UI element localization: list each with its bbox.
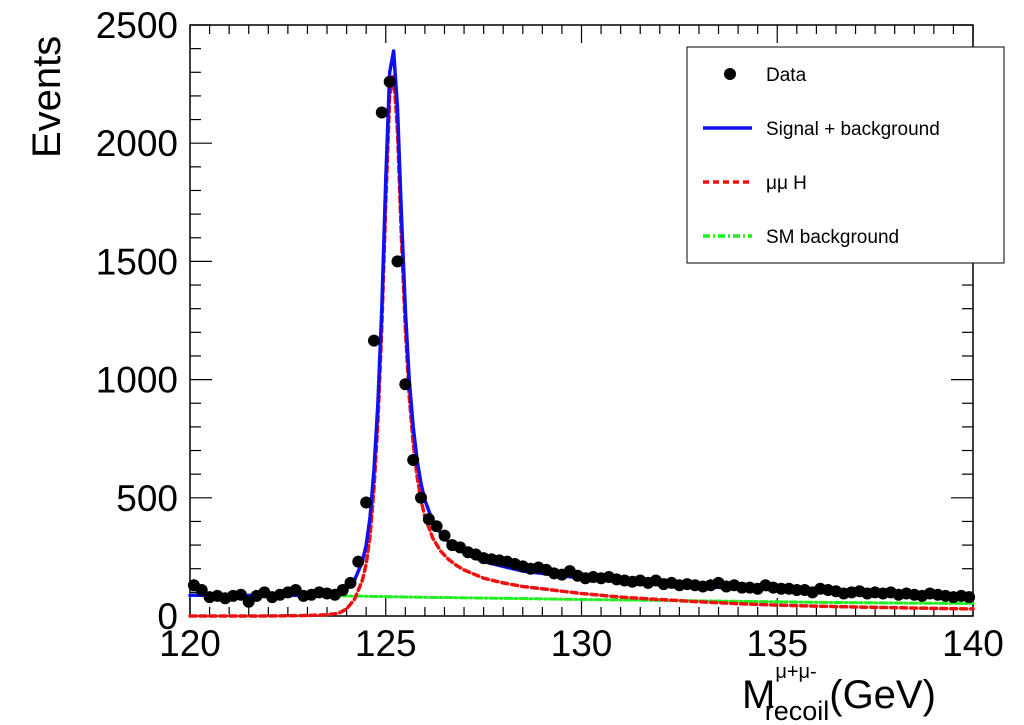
data-point: [360, 496, 373, 509]
legend-marker-data: [724, 68, 736, 80]
x-tick-label: 140: [942, 623, 1004, 664]
legend: Data Signal + background μμ H SM backgro…: [686, 46, 1005, 264]
x-tick-label: 130: [551, 623, 613, 664]
x-axis-title: Mμ+μ-recoil(GeV): [742, 661, 936, 725]
data-point: [375, 106, 388, 119]
legend-box: [686, 46, 1005, 264]
data-point: [399, 378, 412, 391]
legend-label-sm-background: SM background: [766, 227, 899, 248]
x-tick-label: 125: [355, 623, 417, 664]
data-point: [383, 75, 396, 88]
x-axis-title-main: M: [742, 673, 775, 717]
legend-label-mumu-h: μμ H: [766, 173, 807, 194]
x-axis-title-subscript: recoil: [765, 696, 830, 725]
data-point: [422, 513, 435, 526]
data-point: [407, 454, 420, 466]
data-point: [195, 584, 208, 596]
data-point: [438, 529, 451, 542]
y-tick-label: 2500: [96, 5, 178, 46]
legend-label-data: Data: [766, 65, 807, 86]
x-axis-title-superscript: μ+μ-: [775, 661, 816, 683]
data-point: [234, 588, 247, 601]
data-point: [368, 334, 380, 347]
y-tick-label: 1500: [96, 241, 178, 282]
x-tick-label: 135: [746, 623, 808, 664]
y-tick-label: 1000: [96, 360, 178, 401]
x-tick-label: 120: [159, 623, 221, 664]
data-point: [352, 555, 365, 568]
y-tick-label: 2000: [96, 123, 178, 164]
data-point: [336, 584, 349, 596]
y-tick-label: 500: [116, 478, 178, 519]
data-point: [963, 591, 976, 604]
x-axis-title-unit: (GeV): [829, 673, 936, 717]
data-point: [391, 255, 404, 268]
data-point: [430, 520, 443, 533]
legend-label-signal-background: Signal + background: [766, 119, 940, 140]
y-tick-label: 0: [157, 596, 178, 637]
data-point: [344, 576, 357, 589]
data-point: [415, 491, 427, 504]
y-axis-title: Events: [25, 36, 69, 158]
mumu-h-curve: [188, 72, 975, 618]
